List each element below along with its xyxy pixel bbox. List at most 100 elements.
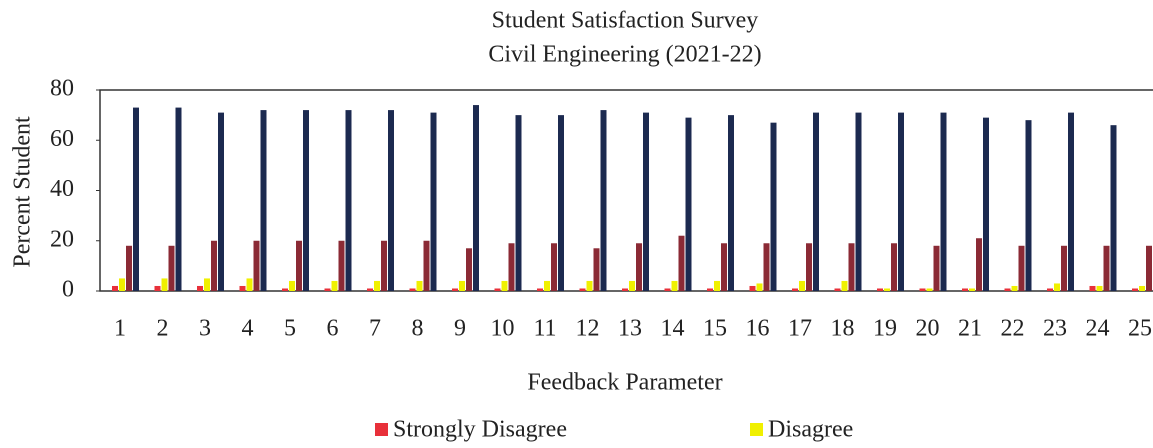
bar	[799, 280, 805, 291]
bar	[586, 280, 593, 291]
x-tick-label: 17	[788, 316, 812, 342]
bar	[1146, 245, 1152, 291]
x-tick-label: 1	[114, 316, 126, 342]
x-tick-label: 22	[1001, 316, 1025, 342]
bar	[345, 110, 352, 291]
x-tick-label: 11	[533, 316, 556, 342]
x-tick-label: 20	[916, 316, 940, 342]
bar	[728, 115, 734, 291]
chart-title: Student Satisfaction Survey	[492, 8, 759, 34]
bar	[940, 112, 947, 291]
bar	[204, 278, 210, 291]
bar	[466, 248, 472, 291]
bar	[841, 280, 848, 291]
y-tick-label: 80	[50, 76, 74, 102]
bar	[806, 243, 812, 291]
bar	[558, 115, 564, 291]
bar	[537, 288, 543, 291]
bar	[664, 288, 671, 291]
bar	[721, 243, 727, 291]
bar	[211, 240, 217, 291]
bar	[1068, 112, 1074, 291]
bar	[749, 285, 756, 291]
bar	[926, 288, 933, 291]
bar	[1089, 285, 1096, 291]
x-tick-label: 25	[1128, 316, 1152, 342]
bar	[969, 288, 975, 291]
bar	[1011, 285, 1018, 291]
bar	[452, 288, 458, 291]
chart-subtitle: Civil Engineering (2021-22)	[488, 42, 761, 68]
bar	[430, 112, 437, 291]
bar	[374, 280, 380, 291]
bar	[515, 115, 522, 291]
bar	[671, 280, 678, 291]
bar	[338, 240, 345, 291]
legend-swatch	[375, 423, 388, 436]
x-tick-label: 14	[661, 316, 685, 342]
bar	[253, 240, 260, 291]
bar	[161, 278, 168, 291]
bar	[409, 288, 416, 291]
bar	[1018, 245, 1025, 291]
bar	[126, 245, 132, 291]
bar	[983, 117, 989, 291]
bar	[600, 110, 607, 291]
bar	[423, 240, 430, 291]
bar	[246, 278, 253, 291]
bar	[792, 288, 798, 291]
bar	[303, 110, 309, 291]
bar	[459, 280, 465, 291]
bar	[714, 280, 720, 291]
bar	[1139, 285, 1145, 291]
bar	[834, 288, 841, 291]
x-tick-label: 12	[576, 316, 600, 342]
bar	[416, 280, 423, 291]
bar	[579, 288, 586, 291]
x-tick-label: 6	[327, 316, 339, 342]
x-tick-label: 16	[746, 316, 770, 342]
bar	[1096, 285, 1103, 291]
bar	[133, 107, 139, 292]
legend-label: Strongly Disagree	[393, 417, 567, 443]
bar	[154, 285, 161, 291]
bar	[891, 243, 897, 291]
bar	[962, 288, 968, 291]
bar	[685, 117, 692, 291]
bar	[643, 112, 649, 291]
legend-swatch	[750, 423, 763, 436]
x-axis-title: Feedback Parameter	[527, 370, 722, 396]
bar	[813, 112, 819, 291]
bar	[756, 283, 763, 291]
bar	[119, 278, 125, 291]
x-tick-label: 8	[412, 316, 424, 342]
bar	[331, 280, 338, 291]
bar	[884, 288, 890, 291]
bar	[848, 243, 855, 291]
x-tick-label: 5	[284, 316, 296, 342]
bar	[551, 243, 557, 291]
bar	[1103, 245, 1110, 291]
bar	[544, 280, 550, 291]
bar	[622, 288, 628, 291]
x-tick-label: 3	[199, 316, 211, 342]
bar	[898, 112, 904, 291]
bar	[175, 107, 182, 292]
bar	[1025, 120, 1032, 292]
bar	[877, 288, 883, 291]
bar	[112, 285, 118, 291]
bar	[629, 280, 635, 291]
bar	[282, 288, 288, 291]
bar	[855, 112, 862, 291]
y-tick-label: 40	[50, 176, 74, 202]
y-tick-label: 0	[62, 277, 74, 303]
x-tick-label: 21	[958, 316, 982, 342]
bar	[260, 110, 267, 291]
x-tick-label: 23	[1043, 316, 1067, 342]
legend-label: Disagree	[768, 417, 853, 443]
bar	[933, 245, 940, 291]
bar	[296, 240, 302, 291]
bar	[707, 288, 713, 291]
bar	[239, 285, 246, 291]
